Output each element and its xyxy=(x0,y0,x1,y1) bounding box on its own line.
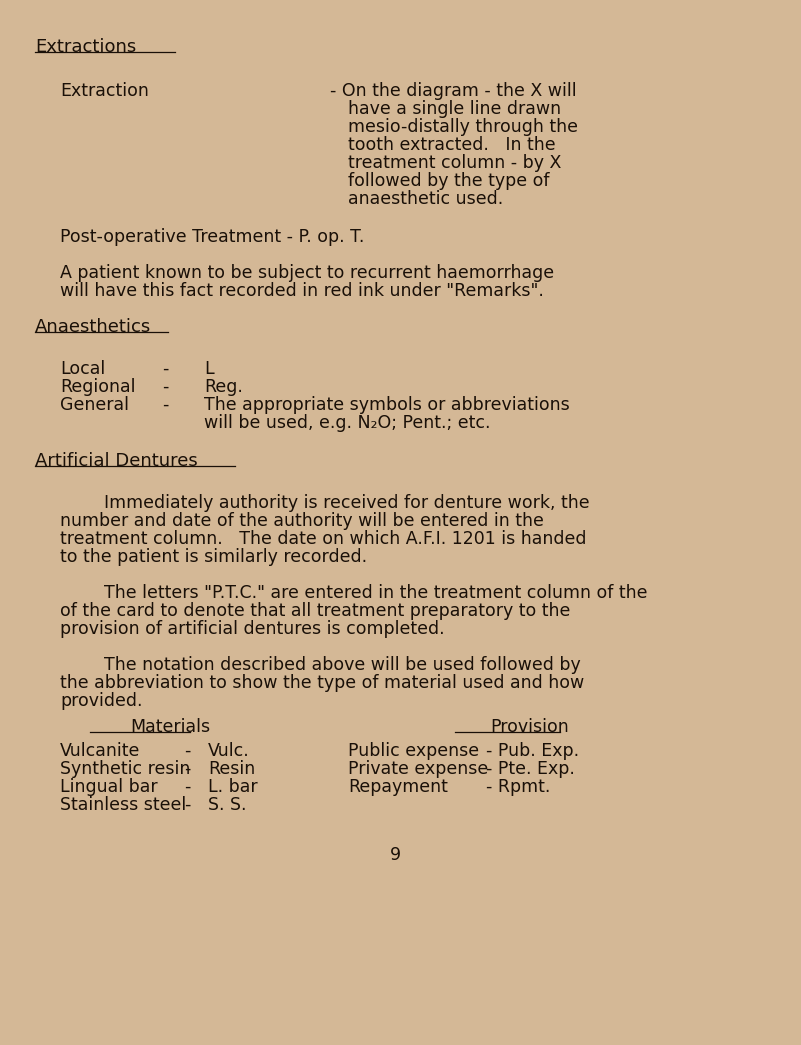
Text: will be used, e.g. N₂O; Pent.; etc.: will be used, e.g. N₂O; Pent.; etc. xyxy=(204,414,490,432)
Text: Vulc.: Vulc. xyxy=(208,742,250,760)
Text: - On the diagram - the X will: - On the diagram - the X will xyxy=(330,82,577,100)
Text: The appropriate symbols or abbreviations: The appropriate symbols or abbreviations xyxy=(204,396,570,414)
Text: the abbreviation to show the type of material used and how: the abbreviation to show the type of mat… xyxy=(60,674,584,692)
Text: of the card to denote that all treatment preparatory to the: of the card to denote that all treatment… xyxy=(60,602,570,620)
Text: The letters "P.T.C." are entered in the treatment column of the: The letters "P.T.C." are entered in the … xyxy=(60,584,647,602)
Text: -: - xyxy=(162,359,168,378)
Text: Materials: Materials xyxy=(130,718,210,736)
Text: will have this fact recorded in red ink under "Remarks".: will have this fact recorded in red ink … xyxy=(60,282,544,300)
Text: Extraction: Extraction xyxy=(60,82,149,100)
Text: A patient known to be subject to recurrent haemorrhage: A patient known to be subject to recurre… xyxy=(60,264,554,282)
Text: Resin: Resin xyxy=(208,760,256,777)
Text: - Pte. Exp.: - Pte. Exp. xyxy=(486,760,575,777)
Text: followed by the type of: followed by the type of xyxy=(348,172,549,190)
Text: -: - xyxy=(184,777,191,796)
Text: Immediately authority is received for denture work, the: Immediately authority is received for de… xyxy=(60,494,590,512)
Text: have a single line drawn: have a single line drawn xyxy=(348,100,562,118)
Text: Vulcanite: Vulcanite xyxy=(60,742,140,760)
Text: -: - xyxy=(184,742,191,760)
Text: to the patient is similarly recorded.: to the patient is similarly recorded. xyxy=(60,548,367,566)
Text: Provision: Provision xyxy=(490,718,569,736)
Text: Private expense: Private expense xyxy=(348,760,489,777)
Text: provided.: provided. xyxy=(60,692,143,710)
Text: Artificial Dentures: Artificial Dentures xyxy=(35,452,198,470)
Text: Repayment: Repayment xyxy=(348,777,448,796)
Text: Reg.: Reg. xyxy=(204,378,243,396)
Text: -: - xyxy=(162,396,168,414)
Text: tooth extracted.   In the: tooth extracted. In the xyxy=(348,136,556,154)
Text: - Rpmt.: - Rpmt. xyxy=(486,777,550,796)
Text: The notation described above will be used followed by: The notation described above will be use… xyxy=(60,656,581,674)
Text: -: - xyxy=(184,796,191,814)
Text: 9: 9 xyxy=(389,846,400,864)
Text: -: - xyxy=(162,378,168,396)
Text: General: General xyxy=(60,396,129,414)
Text: Extractions: Extractions xyxy=(35,38,136,56)
Text: L. bar: L. bar xyxy=(208,777,258,796)
Text: treatment column - by X: treatment column - by X xyxy=(348,154,562,172)
Text: Stainless steel: Stainless steel xyxy=(60,796,187,814)
Text: S. S.: S. S. xyxy=(208,796,247,814)
Text: Anaesthetics: Anaesthetics xyxy=(35,318,151,336)
Text: - Pub. Exp.: - Pub. Exp. xyxy=(486,742,579,760)
Text: mesio-distally through the: mesio-distally through the xyxy=(348,118,578,136)
Text: provision of artificial dentures is completed.: provision of artificial dentures is comp… xyxy=(60,620,445,638)
Text: Public expense: Public expense xyxy=(348,742,479,760)
Text: number and date of the authority will be entered in the: number and date of the authority will be… xyxy=(60,512,544,530)
Text: anaesthetic used.: anaesthetic used. xyxy=(348,190,503,208)
Text: L: L xyxy=(204,359,214,378)
Text: -: - xyxy=(184,760,191,777)
Text: Regional: Regional xyxy=(60,378,135,396)
Text: Local: Local xyxy=(60,359,105,378)
Text: Lingual bar: Lingual bar xyxy=(60,777,158,796)
Text: Post-operative Treatment - P. op. T.: Post-operative Treatment - P. op. T. xyxy=(60,228,364,246)
Text: Synthetic resin: Synthetic resin xyxy=(60,760,191,777)
Text: treatment column.   The date on which A.F.I. 1201 is handed: treatment column. The date on which A.F.… xyxy=(60,530,586,548)
